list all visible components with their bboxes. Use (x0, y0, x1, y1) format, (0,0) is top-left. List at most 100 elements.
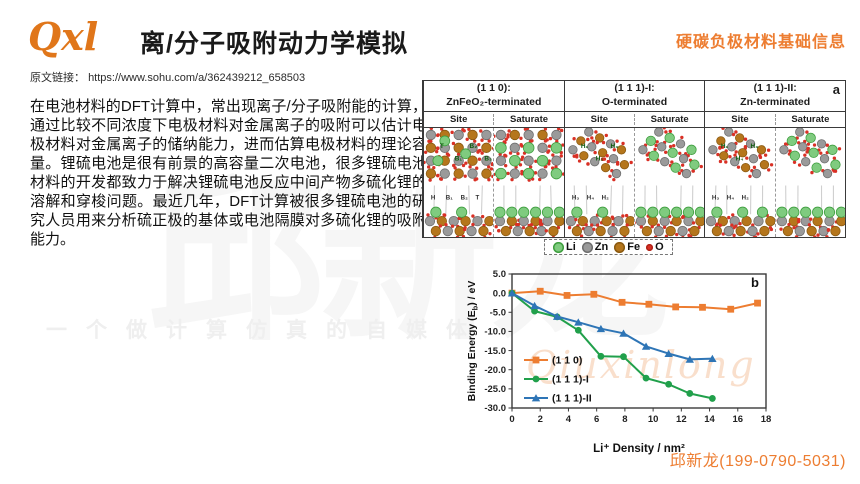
topic-tag: 硬碳负极材料基础信息 (675, 34, 846, 51)
svg-text:12: 12 (676, 414, 687, 425)
svg-text:H₂: H₂ (595, 156, 603, 163)
svg-text:-10.0: -10.0 (484, 327, 506, 338)
svg-text:0.0: 0.0 (493, 288, 506, 299)
svg-text:H₄: H₄ (727, 194, 734, 201)
svg-text:2: 2 (538, 414, 543, 425)
svg-text:8: 8 (622, 414, 627, 425)
subheader-saturate: Saturate (774, 114, 845, 125)
svg-text:5.0: 5.0 (493, 269, 506, 280)
structure-svg (494, 128, 564, 237)
series-110 (508, 287, 761, 313)
surface-group-title: (1 1 0): ZnFeO₂-terminated (424, 81, 564, 112)
subheader-site: Site (731, 114, 749, 125)
figure-panel-a: a (1 1 0): ZnFeO₂-terminated Site Saturate T… (422, 80, 846, 238)
zn-atom-icon (581, 241, 593, 253)
structure-image (774, 128, 846, 237)
svg-text:H₃: H₃ (712, 194, 719, 201)
subheader-row: Site Saturate (705, 112, 846, 128)
svg-text:B₂: B₂ (470, 143, 478, 150)
subheader-row: Site Saturate (424, 112, 564, 128)
svg-text:-15.0: -15.0 (484, 346, 506, 357)
subheader-saturate: Saturate (493, 114, 563, 125)
structure-image: H₁ H₂ H₃ H₃ H₄ H₂ (565, 128, 635, 237)
svg-text:-5.0: -5.0 (490, 307, 506, 318)
svg-text:4: 4 (566, 414, 572, 425)
surface-group-title: (1 1 1)-I: O-terminated (564, 81, 705, 112)
svg-text:16: 16 (732, 414, 743, 425)
svg-text:H₁: H₁ (581, 143, 589, 150)
li-atom-icon (553, 241, 564, 253)
atom-legend-item-o: O (646, 241, 664, 253)
structure-svg (635, 128, 705, 237)
svg-text:H₂: H₂ (742, 194, 749, 201)
script-watermark: Qiuxinlong (526, 343, 756, 387)
series-111-II (507, 289, 717, 363)
panel-a-label: a (832, 82, 840, 97)
o-atom-icon (646, 243, 654, 251)
fe-atom-icon (614, 241, 626, 253)
svg-text:H₁: H₁ (721, 143, 729, 150)
x-axis-label: Li⁺ Density / nm² (593, 443, 685, 455)
svg-text:B₁: B₁ (446, 194, 453, 201)
svg-text:18: 18 (761, 414, 772, 425)
atom-legend-label: Fe (627, 241, 641, 253)
body-paragraph: 在电池材料的DFT计算中，常出现离子/分子吸附能的计算，通过比较不同浓度下电极材… (30, 98, 427, 248)
subheader-saturate: Saturate (634, 114, 704, 125)
subheader-site: Site (590, 114, 609, 125)
page-title: 离/分子吸附动力学模拟 (140, 30, 408, 58)
structure-svg (775, 128, 846, 237)
svg-text:-20.0: -20.0 (484, 365, 506, 376)
atom-legend-item-li: Li (553, 241, 576, 253)
surface-group: (1 1 0): ZnFeO₂-terminated Site Saturate T B₁… (423, 81, 564, 237)
structure-image (493, 128, 564, 237)
structure-image: T B₁ B₂ B₃ H B₁ B₂ T (424, 128, 494, 237)
chart-legend-item: (1 1 1)-II (524, 393, 592, 405)
svg-text:0: 0 (509, 414, 514, 425)
svg-text:-25.0: -25.0 (484, 384, 506, 395)
svg-text:H₃: H₃ (572, 194, 579, 201)
atom-legend-label: O (655, 241, 664, 253)
svg-text:10: 10 (648, 414, 659, 425)
svg-text:H: H (431, 194, 436, 201)
surface-group: (1 1 1)-II: Zn-terminated Site Saturate H₁ H₄… (704, 81, 846, 237)
svg-text:B₂: B₂ (461, 194, 468, 201)
svg-text:H₄: H₄ (736, 156, 744, 163)
panel-b-label: b (751, 275, 759, 290)
figure-panel-b-chart: Qiuxinlong 0 2 4 6 8 10 12 14 16 18 5.0 0.0 -5.0 -10.0… (464, 260, 784, 461)
svg-text:H₃: H₃ (751, 143, 759, 150)
atom-legend-item-fe: Fe (614, 241, 640, 253)
atom-legend-item-zn: Zn (581, 241, 609, 253)
svg-text:H₃: H₃ (610, 143, 618, 150)
brand-logo: Qxl (28, 14, 99, 59)
svg-text:(1 1 1)-I: (1 1 1)-I (552, 374, 589, 386)
structure-svg: T B₁ B₂ B₃ H B₁ B₂ T (424, 128, 494, 237)
source-line: 原文链接： https://www.sohu.com/a/362439212_6… (30, 69, 305, 85)
source-url[interactable]: https://www.sohu.com/a/362439212_658503 (88, 72, 306, 84)
structure-image: H₁ H₄ H₃ H₃ H₄ H₂ (705, 128, 775, 237)
structure-svg: H₁ H₂ H₃ H₃ H₄ H₂ (565, 128, 635, 237)
structure-svg: H₁ H₄ H₃ H₃ H₄ H₂ (706, 128, 775, 237)
binding-energy-chart: Qiuxinlong 0 2 4 6 8 10 12 14 16 18 5.0 0.0 -5.0 -10.0… (466, 269, 772, 455)
surface-group-title: (1 1 1)-II: Zn-terminated (705, 81, 846, 112)
atom-legend-label: Zn (594, 241, 609, 253)
subheader-row: Site Saturate (564, 112, 705, 128)
atom-legend-label: Li (566, 241, 576, 253)
contact-info: 邱新龙(199-0790-5031) (669, 453, 846, 470)
atom-legend: Li Zn Fe O (544, 239, 673, 255)
subheader-site: Site (449, 114, 468, 125)
svg-text:T: T (476, 194, 480, 201)
chart-legend-item: (1 1 0) (524, 355, 582, 367)
y-axis-label: Binding Energy (Eb) / eV (466, 281, 480, 402)
svg-text:6: 6 (594, 414, 599, 425)
surface-group: (1 1 1)-I: O-terminated Site Saturate H₁ H₂ H₃… (563, 81, 705, 237)
chart-legend-item: (1 1 1)-I (524, 374, 589, 386)
source-label: 原文链接： (30, 72, 85, 84)
structure-image (634, 128, 705, 237)
svg-text:B₁: B₁ (455, 156, 463, 163)
svg-text:H₄: H₄ (586, 194, 593, 201)
svg-text:H₂: H₂ (601, 194, 608, 201)
svg-text:(1 1 0): (1 1 0) (552, 355, 582, 367)
svg-text:14: 14 (704, 414, 715, 425)
svg-text:B₃: B₃ (484, 156, 492, 163)
